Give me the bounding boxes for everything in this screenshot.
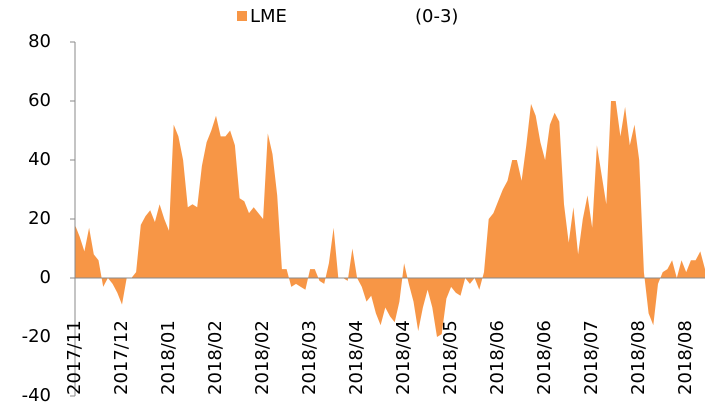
y-tick-label: -20 xyxy=(22,326,51,347)
x-tick-label: 2018/02 xyxy=(205,320,226,395)
x-tick-label: 2018/08 xyxy=(675,320,696,395)
area xyxy=(75,101,705,337)
x-tick-label: 2018/01 xyxy=(158,320,179,395)
x-tick-label: 2018/04 xyxy=(346,320,367,395)
x-tick-label: 2018/08 xyxy=(628,320,649,395)
legend-label: LME xyxy=(250,6,287,27)
y-tick-label: 40 xyxy=(28,149,51,170)
x-tick-label: 2018/06 xyxy=(487,320,508,395)
x-tick-label: 2017/12 xyxy=(111,320,132,395)
legend-suffix: (0-3) xyxy=(415,6,458,27)
y-tick-label: 60 xyxy=(28,90,51,111)
y-tick-label: 80 xyxy=(28,31,51,52)
x-tick-label: 2018/07 xyxy=(581,320,602,395)
y-tick-label: -40 xyxy=(22,385,51,405)
x-tick-label: 2018/05 xyxy=(440,320,461,395)
x-tick-label: 2018/04 xyxy=(393,320,414,395)
y-tick-label: 0 xyxy=(40,267,51,288)
x-tick-label: 2018/03 xyxy=(299,320,320,395)
x-tick-label: 2018/02 xyxy=(252,320,273,395)
x-tick-label: 2018/06 xyxy=(534,320,555,395)
y-tick-label: 20 xyxy=(28,208,51,229)
x-tick-label: 2017/11 xyxy=(64,320,85,395)
legend-swatch xyxy=(237,11,247,21)
